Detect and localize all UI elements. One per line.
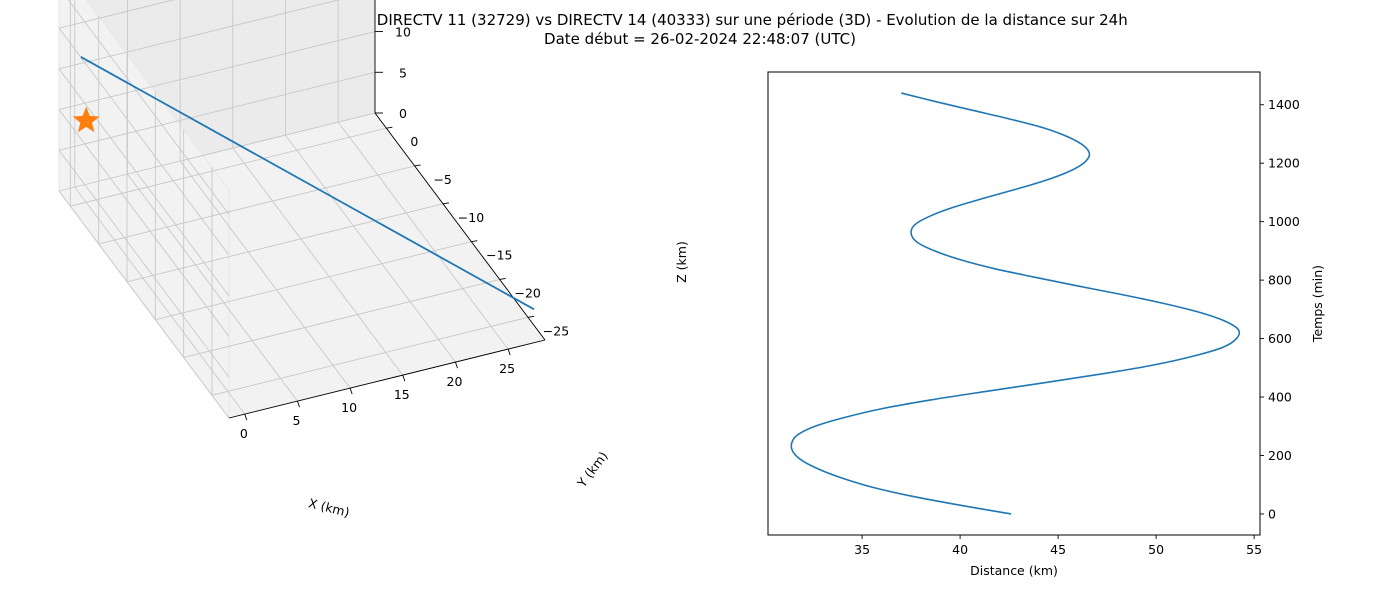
y-tick <box>414 164 421 167</box>
x-tick-label: 20 <box>447 374 463 389</box>
grid-x-floor <box>285 134 456 363</box>
grid-y-floor <box>70 127 387 207</box>
grid-z-back <box>58 0 175 29</box>
grid-y-floor <box>183 279 500 358</box>
x-tick-label: 50 <box>1148 542 1164 557</box>
figure-title-line2: Date début = 26-02-2024 22:48:07 (UTC) <box>544 30 856 48</box>
y-tick <box>442 202 450 205</box>
axes-frame <box>767 71 1261 536</box>
grid-y-floor <box>155 241 472 321</box>
x-tick-label: 35 <box>854 542 870 557</box>
data-3d <box>72 56 535 311</box>
x-tick-label: 0 <box>240 426 248 441</box>
y-tick <box>471 240 478 243</box>
x-axis-label-3d: X (km) <box>307 495 351 520</box>
y-tick <box>386 126 393 129</box>
x-axis-line <box>228 339 546 419</box>
x-tick <box>349 387 353 395</box>
grid-z-back <box>58 71 376 151</box>
ticks-2d: 35 40 45 50 55 0 200 400 600 800 1000 1200 1400 <box>854 97 1300 557</box>
x-tick-label: 55 <box>1246 542 1262 557</box>
x-axis-label: Distance (km) <box>970 563 1058 578</box>
y-tick <box>527 315 535 318</box>
x-tick-label: 10 <box>341 400 357 415</box>
grid-z-side <box>58 190 230 419</box>
plot-distance-vs-time: 35 40 45 50 55 0 200 400 600 800 1000 1200 1400 Dist… <box>767 71 1325 578</box>
y-axis-label: Temps (min) <box>1310 265 1325 343</box>
grid-3d <box>58 0 529 419</box>
y-tick-label: 400 <box>1268 390 1292 405</box>
grid-y-floor <box>211 316 529 396</box>
y-tick-label: −25 <box>543 323 569 338</box>
y-tick <box>499 278 506 280</box>
y-tick-label: 800 <box>1268 273 1292 288</box>
x-tick-label: 5 <box>292 413 300 428</box>
x-tick <box>402 374 406 382</box>
grid-x-floor <box>179 160 351 389</box>
y-tick-label: 1000 <box>1268 214 1300 229</box>
distance-line <box>790 92 1241 515</box>
y-tick-label: −20 <box>514 285 540 300</box>
grid-z-side <box>58 68 230 297</box>
grid-z-back <box>58 112 376 192</box>
z-tick-label: 0 <box>399 106 407 121</box>
x-tick-label: 45 <box>1050 542 1066 557</box>
grid-z-side <box>58 27 230 256</box>
grid-z-back <box>58 0 340 70</box>
grid-x-floor <box>337 121 509 350</box>
x-tick <box>455 361 458 369</box>
x-tick <box>244 413 248 421</box>
x-tick <box>297 400 300 408</box>
grid-z-side <box>58 109 230 337</box>
z-axis-label-3d: Z (km) <box>674 241 689 283</box>
y-tick-label: 1400 <box>1268 97 1300 112</box>
y-axis-label-3d: Y (km) <box>574 448 611 490</box>
grid-x-floor <box>127 173 298 402</box>
grid-z-side <box>58 150 230 378</box>
x-tick <box>507 348 511 356</box>
grid-z-back <box>58 31 376 111</box>
relative-motion-line <box>80 56 535 311</box>
y-tick-label: 0 <box>1268 506 1276 521</box>
panes-3d <box>58 0 546 420</box>
y-tick-label: 600 <box>1268 331 1292 346</box>
z-tick-label: 10 <box>395 25 411 40</box>
y-tick-label: 1200 <box>1268 156 1300 171</box>
figure-title-line1: Mvt relatif de DIRECTV 11 (32729) vs DIR… <box>272 11 1127 29</box>
x-tick-label: 15 <box>394 387 410 402</box>
grid-z-side <box>67 0 230 215</box>
grid-y-floor <box>98 165 415 245</box>
z-tick-label: 5 <box>399 65 407 80</box>
origin-star-marker <box>72 106 100 133</box>
y-tick-label: −15 <box>486 248 512 263</box>
grid-x-floor <box>232 147 404 376</box>
y-tick-label: 200 <box>1268 448 1292 463</box>
y-tick-label: 0 <box>410 134 418 149</box>
grid-x-floor <box>74 186 246 415</box>
x-tick-label: 25 <box>499 361 515 376</box>
y-tick-label: −10 <box>458 210 484 225</box>
y-tick-label: −5 <box>433 172 451 187</box>
x-tick-label: 40 <box>952 542 968 557</box>
grid-y-floor <box>126 203 444 283</box>
y-axis-line <box>374 112 546 341</box>
